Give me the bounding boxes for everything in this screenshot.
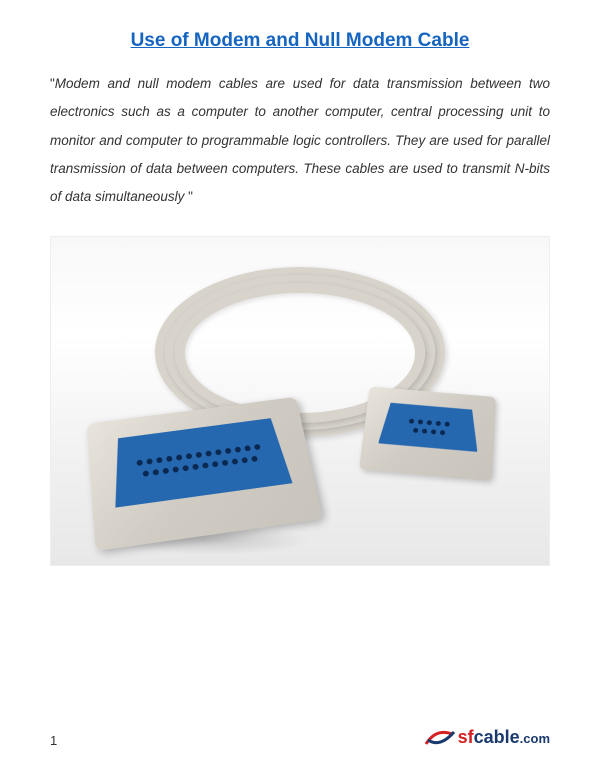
pin-hole <box>251 456 258 462</box>
sfcable-logo: sfcable.com <box>424 726 550 748</box>
logo-com: .com <box>520 731 550 746</box>
pin-hole <box>235 446 242 452</box>
logo-cable: cable <box>474 727 520 748</box>
page-title: Use of Modem and Null Modem Cable <box>50 30 550 52</box>
pin-hole <box>431 429 436 434</box>
pin-hole <box>156 457 163 463</box>
pin-hole <box>212 461 219 467</box>
pin-hole <box>186 453 193 459</box>
logo-swoosh-icon <box>424 726 456 748</box>
pin-hole <box>205 450 212 456</box>
pin-hole <box>422 428 427 433</box>
logo-text: sfcable.com <box>458 727 550 748</box>
pin-hole <box>146 458 153 464</box>
pin-hole <box>232 458 239 464</box>
connector-shell <box>359 386 496 481</box>
footer: 1 sfcable.com <box>50 726 550 748</box>
pin-hole <box>192 464 199 471</box>
pin-hole <box>166 456 173 462</box>
pin-hole <box>195 452 202 458</box>
description-text: Modem and null modem cables are used for… <box>50 76 550 204</box>
pin-row <box>409 418 450 426</box>
pin-hole <box>445 421 450 426</box>
description-paragraph: "Modem and null modem cables are used fo… <box>50 70 550 212</box>
pin-hole <box>225 448 232 454</box>
pin-row <box>413 427 445 435</box>
close-quote: " <box>188 189 193 204</box>
pin-hole <box>244 445 251 451</box>
product-image <box>50 236 550 566</box>
logo-sf: sf <box>458 727 474 748</box>
pin-hole <box>222 460 229 466</box>
pin-hole <box>254 444 261 450</box>
pin-hole <box>162 468 169 475</box>
pin-hole <box>172 466 179 473</box>
connector-face <box>378 402 480 452</box>
pin-hole <box>215 449 222 455</box>
pin-hole <box>202 462 209 469</box>
pin-hole <box>153 469 160 476</box>
pin-hole <box>176 454 183 460</box>
db9-connector <box>359 386 496 481</box>
pin-hole <box>409 418 414 423</box>
pin-hole <box>418 419 423 424</box>
pin-hole <box>440 429 445 434</box>
pin-hole <box>143 470 150 477</box>
pin-hole <box>436 420 441 425</box>
page-number: 1 <box>50 733 57 748</box>
pin-hole <box>427 419 432 424</box>
pin-hole <box>413 427 418 432</box>
connector-face <box>109 416 292 507</box>
pin-hole <box>182 465 189 472</box>
pin-hole <box>136 460 143 466</box>
pin-hole <box>241 457 248 463</box>
